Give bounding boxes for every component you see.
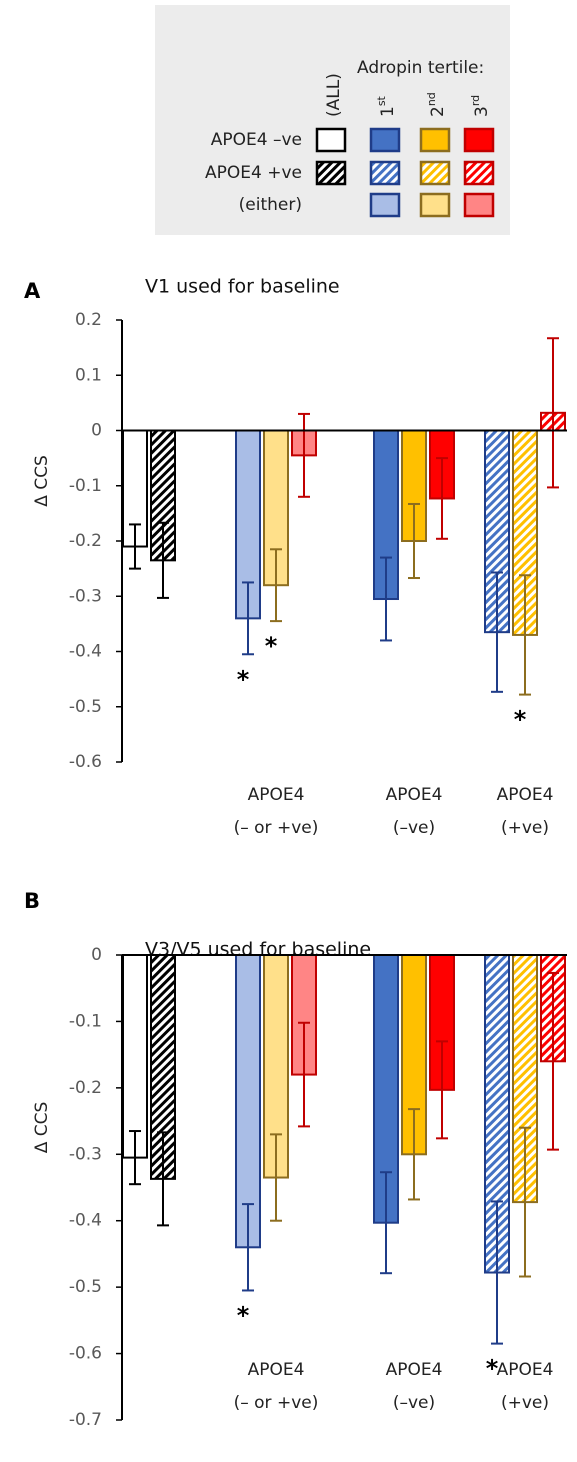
error-bar (436, 1040, 448, 1140)
error-bar (270, 548, 282, 623)
y-tick-label: -0.3 (69, 586, 102, 606)
legend-title: Adropin tertile: (357, 58, 484, 78)
legend-column-sup: rd (469, 95, 482, 106)
y-tick-label: -0.7 (69, 1410, 102, 1430)
x-tick-label: (–ve) (393, 1393, 435, 1413)
legend-swatch (463, 127, 495, 153)
legend-column-text: 2 (428, 106, 448, 117)
error-bar (491, 571, 503, 693)
significance-mark: * (237, 1301, 250, 1329)
x-tick-label: APOE4 (497, 1360, 554, 1380)
y-tick-label: -0.4 (69, 642, 102, 662)
error-bar (298, 1021, 310, 1128)
error-bar (157, 1131, 169, 1227)
legend-swatch (463, 160, 495, 186)
x-tick-label: (–ve) (393, 818, 435, 838)
significance-mark: * (514, 706, 527, 734)
x-tick-label: APOE4 (386, 785, 443, 805)
legend-column-label: 2nd (425, 92, 448, 117)
error-bar (519, 1126, 531, 1278)
legend-swatch (369, 160, 401, 186)
x-tick-label: APOE4 (248, 785, 305, 805)
y-tick-label: 0 (91, 945, 102, 965)
panel-label: A (24, 279, 41, 303)
error-bar (408, 502, 420, 580)
y-tick-label: 0.1 (75, 365, 102, 385)
legend-swatch (369, 127, 401, 153)
legend-row-label: (either) (239, 195, 302, 215)
y-tick-label: -0.2 (69, 1078, 102, 1098)
error-bar (157, 521, 169, 599)
legend-swatch (419, 160, 451, 186)
y-axis-label: Δ CCS (32, 455, 52, 507)
significance-mark: * (237, 665, 250, 693)
error-bar (408, 1108, 420, 1201)
error-bar (436, 457, 448, 540)
error-bar (242, 1203, 254, 1292)
legend-swatch (369, 192, 401, 218)
error-bar (242, 581, 254, 656)
y-tick-label: -0.6 (69, 1344, 102, 1364)
error-bar (547, 337, 559, 489)
y-tick-label: -0.1 (69, 1011, 102, 1031)
error-bar (270, 1133, 282, 1222)
legend-column-text: 1 (378, 106, 398, 117)
x-tick-label: APOE4 (248, 1360, 305, 1380)
legend-swatch (315, 160, 347, 186)
error-bar (380, 556, 392, 642)
legend-column-sup: st (375, 95, 388, 106)
legend-box (155, 5, 510, 235)
x-tick-label: APOE4 (497, 785, 554, 805)
legend-swatch (463, 192, 495, 218)
legend-row-label: APOE4 –ve (211, 130, 302, 150)
legend-column-text: (ALL) (324, 73, 344, 117)
error-bar (380, 1171, 392, 1275)
y-tick-label: -0.6 (69, 752, 102, 772)
error-bar (298, 412, 310, 498)
error-bar (519, 574, 531, 696)
y-tick-label: -0.2 (69, 531, 102, 551)
y-tick-label: -0.4 (69, 1211, 102, 1231)
y-tick-label: -0.3 (69, 1144, 102, 1164)
x-tick-label: (+ve) (501, 1393, 549, 1413)
y-tick-label: -0.1 (69, 476, 102, 496)
error-bar (129, 523, 141, 570)
x-tick-label: (+ve) (501, 818, 549, 838)
x-tick-label: (– or +ve) (234, 1393, 319, 1413)
panel-label: B (24, 889, 40, 913)
y-tick-label: -0.5 (69, 1277, 102, 1297)
y-tick-label: 0 (91, 421, 102, 441)
y-tick-label: -0.5 (69, 697, 102, 717)
chart-title: V1 used for baseline (145, 276, 340, 298)
bar (291, 954, 317, 1076)
legend-swatch (419, 192, 451, 218)
x-tick-label: (– or +ve) (234, 818, 319, 838)
legend-column-label: (ALL) (324, 73, 344, 117)
legend-column-sup: nd (425, 92, 438, 106)
legend-swatch (315, 127, 347, 153)
bar (122, 954, 148, 1159)
legend-swatch (419, 127, 451, 153)
significance-mark: * (265, 632, 278, 660)
y-axis-label: Δ CCS (32, 1102, 52, 1154)
legend-column-label: 1st (375, 95, 398, 117)
x-tick-label: APOE4 (386, 1360, 443, 1380)
y-tick-label: 0.2 (75, 310, 102, 330)
error-bar (491, 1200, 503, 1345)
error-bar (547, 971, 559, 1151)
legend-row-label: APOE4 +ve (205, 163, 302, 183)
significance-mark: * (486, 1355, 499, 1383)
legend-column-text: 3 (472, 106, 492, 117)
error-bar (129, 1130, 141, 1186)
legend-column-label: 3rd (469, 95, 492, 117)
